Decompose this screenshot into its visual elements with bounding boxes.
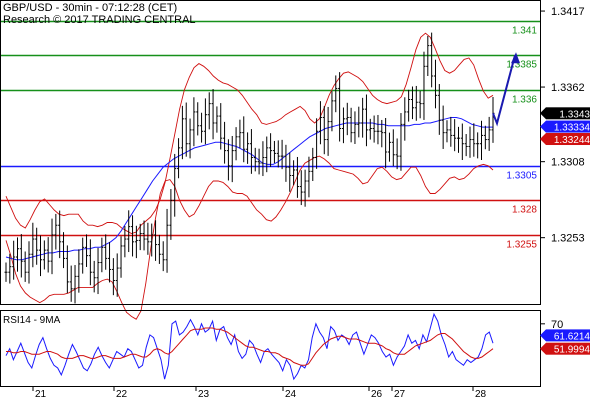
rsi-panel-frame <box>1 311 541 387</box>
bollinger-lower-line <box>6 156 493 319</box>
price-tick-label-0: 1.3417 <box>551 6 585 18</box>
chart-copyright: Research © 2017 TRADING CENTRAL <box>3 14 196 26</box>
price-tick-label-1: 1.3362 <box>551 82 585 94</box>
price-tick-label-2: 1.3308 <box>551 157 585 169</box>
rsi-title: RSI14 - 9MA <box>3 315 61 326</box>
x-tick-label-0: 21 <box>35 389 47 400</box>
price-tick-label-3: 1.3253 <box>551 233 585 245</box>
projection-arrow-line <box>493 55 515 123</box>
x-tick-label-2: 23 <box>198 389 210 400</box>
moving-average-line <box>6 118 493 260</box>
rsi-value-tag-label-0: 61.6214 <box>554 331 590 342</box>
level-label-4: 1.328 <box>512 205 537 216</box>
x-tick-label-6: 28 <box>475 389 487 400</box>
price-value-tag-label-1: 1.33334 <box>554 123 590 134</box>
x-tick-label-3: 24 <box>285 389 297 400</box>
level-label-0: 1.341 <box>512 26 537 37</box>
x-tick-label-4: 26 <box>371 389 383 400</box>
rsi-value-tag-label-1: 51.9994 <box>554 345 590 356</box>
x-tick-label-5: 27 <box>394 389 406 400</box>
rsi-panel <box>6 314 493 379</box>
projection-arrowhead <box>511 52 520 63</box>
level-label-3: 1.3305 <box>506 171 537 182</box>
price-value-tag-label-2: 1.33244 <box>554 135 590 146</box>
bollinger-upper-line <box>6 33 493 233</box>
price-value-tag-label-0: 1.3343 <box>559 109 590 120</box>
rsi-series-line-0 <box>6 314 493 379</box>
level-label-5: 1.3255 <box>506 240 537 251</box>
level-label-2: 1.336 <box>512 95 537 106</box>
x-tick-label-1: 22 <box>116 389 128 400</box>
chart-title: GBP/USD - 30min - 07:12:28 (CET) <box>3 2 177 14</box>
rsi-tick-label-0: 70 <box>551 319 563 331</box>
